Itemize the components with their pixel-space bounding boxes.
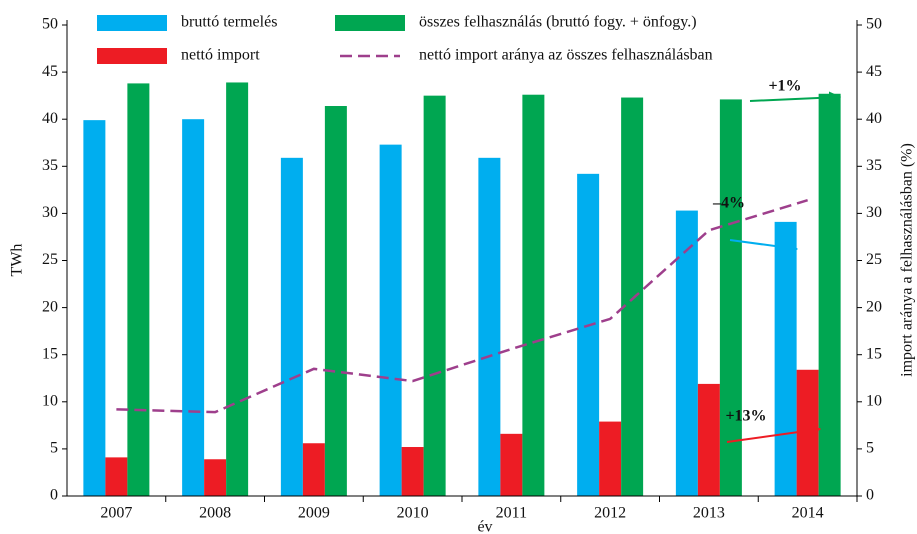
y2-tick-label: 25 [866,251,882,268]
bar [401,447,424,496]
bar [379,144,402,496]
annotation: +13% [725,408,766,425]
x-tick-label: 2010 [397,505,429,522]
annotation-arrow [726,424,822,443]
y2-tick-label: 5 [866,440,874,457]
y-tick-label: 40 [42,110,58,127]
bar [818,93,841,497]
legend-label: bruttó termelés [181,14,277,31]
y-axis-label: TWh [9,244,26,277]
y-tick-label: 10 [42,392,58,409]
bar [577,173,600,496]
y-tick-label: 5 [50,440,58,457]
legend-swatch [335,15,405,31]
legend-swatch [97,48,167,64]
legend-swatch [97,15,167,31]
y2-tick-label: 45 [866,63,882,80]
annotation: +1% [768,78,801,95]
annotation-arrow [729,239,799,254]
bar [324,106,347,497]
legend-label: összes felhasználás (bruttó fogy. + önfo… [419,14,697,31]
y-tick-label: 25 [42,251,58,268]
y2-tick-label: 15 [866,345,882,362]
bar [105,457,128,496]
bar [599,421,622,496]
x-tick-label: 2013 [693,505,725,522]
y-tick-label: 20 [42,298,58,315]
y2-tick-label: 40 [866,110,882,127]
annotation: –4% [712,195,745,212]
y2-tick-label: 10 [866,392,882,409]
line-series [116,199,808,414]
bar [719,99,742,496]
legend-label: nettó import [181,47,260,64]
x-tick-label: 2012 [594,505,626,522]
y2-axis-label: import aránya a felhasználásban (%) [899,143,916,377]
bar [182,119,205,496]
bar [302,443,325,496]
y2-tick-label: 0 [866,487,874,504]
x-tick-label: 2011 [496,505,527,522]
bar [280,157,303,496]
y2-tick-label: 20 [866,298,882,315]
x-tick-label: 2007 [100,505,132,522]
bar [83,120,106,496]
y-tick-label: 50 [42,16,58,33]
y2-tick-label: 50 [866,16,882,33]
bar [697,383,720,496]
y-tick-label: 0 [50,487,58,504]
x-tick-label: 2014 [792,505,824,522]
legend-label: nettó import aránya az összes felhasznál… [419,47,713,64]
bar [621,97,644,496]
y-tick-label: 35 [42,157,58,174]
bar [796,369,819,496]
y-tick-label: 45 [42,63,58,80]
bar [127,83,150,497]
bar [478,157,501,496]
x-tick-label: 2008 [199,505,231,522]
x-axis-label: év [477,519,492,534]
y-tick-label: 30 [42,204,58,221]
bar [675,210,698,496]
bar [522,94,545,496]
bar [423,95,446,497]
y2-tick-label: 30 [866,204,882,221]
bar [226,82,249,496]
bar [204,459,227,496]
x-tick-label: 2009 [298,505,330,522]
bar [774,221,797,497]
bar [500,433,523,496]
y2-tick-label: 35 [866,157,882,174]
y-tick-label: 15 [42,345,58,362]
annotation-arrow [749,91,842,104]
